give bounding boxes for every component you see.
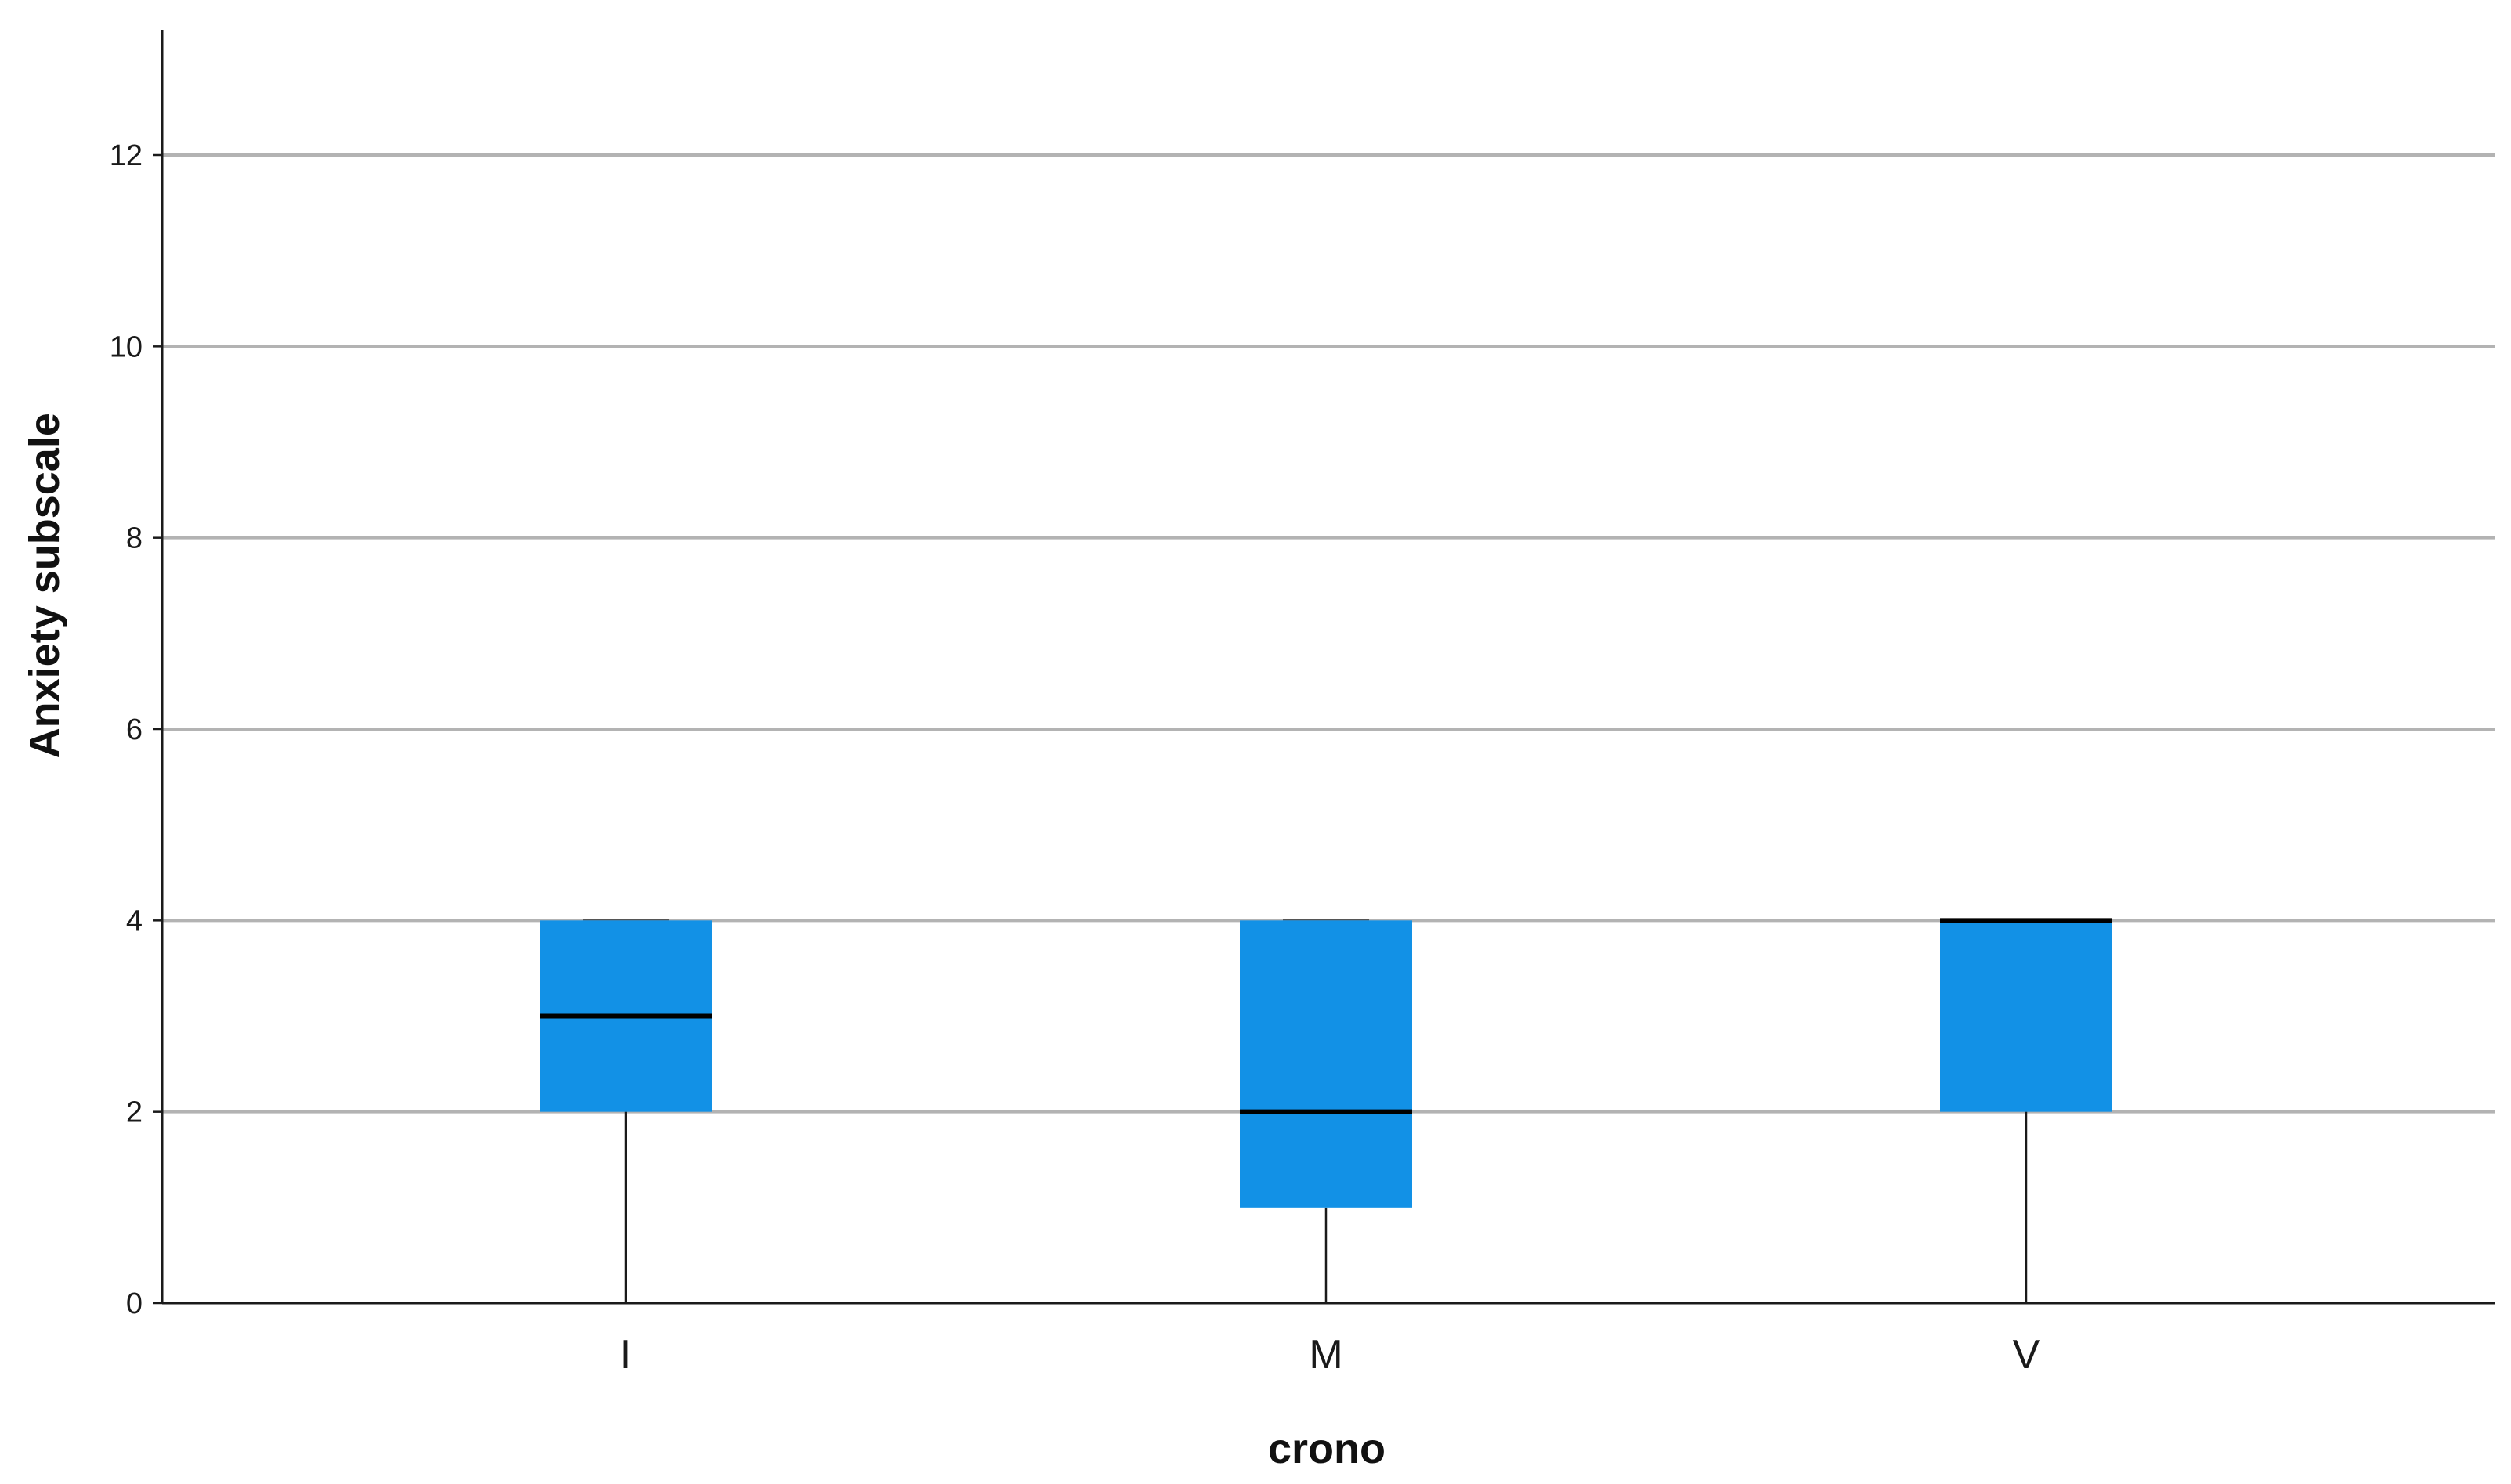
y-tick-label-8: 8 <box>126 522 143 555</box>
x-tick-label-i: I <box>620 1332 631 1377</box>
x-tick-label-m: M <box>1309 1332 1342 1377</box>
x-axis-title: crono <box>1268 1425 1386 1472</box>
y-tick-label-0: 0 <box>126 1287 143 1320</box>
labels: 0 2 4 6 8 10 12 I M V <box>110 139 2040 1377</box>
x-tick-label-v: V <box>2013 1332 2040 1377</box>
axes <box>153 30 2495 1305</box>
y-tick-label-6: 6 <box>126 713 143 746</box>
y-tick-label-4: 4 <box>126 904 143 937</box>
box-m <box>1240 920 1412 1208</box>
y-tick-label-2: 2 <box>126 1096 143 1129</box>
y-axis-title: Anxiety subscale <box>21 413 68 758</box>
y-tick-label-12: 12 <box>110 139 143 172</box>
box-v <box>1940 920 2112 1112</box>
boxes <box>540 918 2112 1305</box>
y-tick-label-10: 10 <box>110 330 143 363</box>
